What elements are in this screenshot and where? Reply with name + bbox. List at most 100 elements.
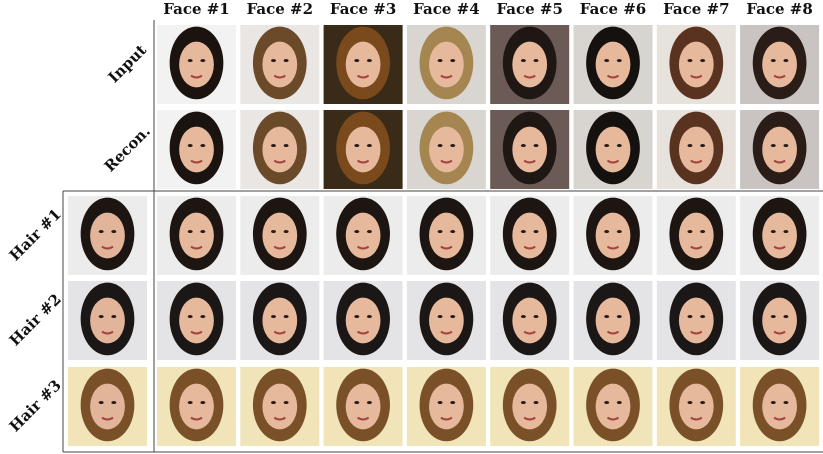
- skin: [262, 213, 297, 259]
- eye: [617, 144, 622, 147]
- eye: [188, 144, 193, 147]
- row-label: Hair #2: [6, 290, 65, 349]
- skin: [179, 42, 214, 88]
- eye: [700, 59, 705, 62]
- face-image: [490, 25, 569, 104]
- face-image: [324, 110, 403, 189]
- eye: [534, 144, 539, 147]
- eye: [604, 315, 609, 318]
- eye: [617, 401, 622, 404]
- face-image: [324, 196, 403, 275]
- eye: [438, 144, 443, 147]
- eye: [271, 59, 276, 62]
- column-header: Face #7: [663, 0, 729, 18]
- eye: [354, 230, 359, 233]
- face-image: [740, 110, 819, 189]
- eye: [200, 401, 205, 404]
- eye: [521, 230, 526, 233]
- eye: [450, 59, 455, 62]
- skin: [346, 384, 381, 430]
- face-image: [324, 281, 403, 360]
- column-header: Face #3: [330, 0, 396, 18]
- eye: [617, 59, 622, 62]
- skin: [512, 127, 547, 173]
- eye: [783, 144, 788, 147]
- eye: [200, 230, 205, 233]
- eye: [438, 230, 443, 233]
- skin: [262, 42, 297, 88]
- skin: [679, 384, 714, 430]
- eye: [604, 401, 609, 404]
- eye: [367, 59, 372, 62]
- face-image: [68, 196, 147, 275]
- eye: [438, 315, 443, 318]
- eye: [687, 315, 692, 318]
- skin: [179, 127, 214, 173]
- column-header: Face #8: [746, 0, 812, 18]
- eye: [687, 230, 692, 233]
- eye: [604, 144, 609, 147]
- eye: [700, 230, 705, 233]
- skin: [179, 298, 214, 344]
- skin: [429, 213, 464, 259]
- eye: [771, 315, 776, 318]
- face-image: [657, 196, 736, 275]
- eye: [438, 401, 443, 404]
- eye: [367, 401, 372, 404]
- eye: [188, 59, 193, 62]
- skin: [179, 384, 214, 430]
- face-image: [740, 367, 819, 446]
- skin: [762, 384, 797, 430]
- eye: [99, 230, 104, 233]
- eye: [534, 401, 539, 404]
- skin: [346, 42, 381, 88]
- eye: [367, 315, 372, 318]
- skin: [346, 127, 381, 173]
- skin: [596, 213, 631, 259]
- face-image: [407, 110, 486, 189]
- skin: [679, 298, 714, 344]
- skin: [679, 127, 714, 173]
- skin: [596, 298, 631, 344]
- skin: [346, 298, 381, 344]
- eye: [99, 315, 104, 318]
- eye: [271, 230, 276, 233]
- eye: [271, 144, 276, 147]
- eye: [700, 144, 705, 147]
- eye: [617, 230, 622, 233]
- skin: [596, 42, 631, 88]
- face-image: [740, 25, 819, 104]
- face-image: [240, 367, 319, 446]
- eye: [534, 59, 539, 62]
- eye: [354, 59, 359, 62]
- eye: [783, 401, 788, 404]
- face-image: [490, 196, 569, 275]
- skin: [346, 213, 381, 259]
- face-image: [574, 367, 653, 446]
- eye: [284, 144, 289, 147]
- face-image: [490, 110, 569, 189]
- eye: [534, 230, 539, 233]
- eye: [783, 315, 788, 318]
- eye: [450, 315, 455, 318]
- skin: [262, 384, 297, 430]
- face-image: [157, 25, 236, 104]
- face-image: [157, 281, 236, 360]
- eye: [200, 315, 205, 318]
- eye: [438, 59, 443, 62]
- eye: [188, 401, 193, 404]
- face-image: [407, 367, 486, 446]
- skin: [262, 127, 297, 173]
- row-label: Hair #1: [6, 205, 65, 264]
- face-image: [407, 196, 486, 275]
- eye: [604, 230, 609, 233]
- face-image: [740, 281, 819, 360]
- face-image: [324, 367, 403, 446]
- face-image: [240, 110, 319, 189]
- skin: [679, 213, 714, 259]
- eye: [687, 144, 692, 147]
- eye: [771, 144, 776, 147]
- eye: [271, 315, 276, 318]
- eye: [687, 59, 692, 62]
- face-image: [157, 367, 236, 446]
